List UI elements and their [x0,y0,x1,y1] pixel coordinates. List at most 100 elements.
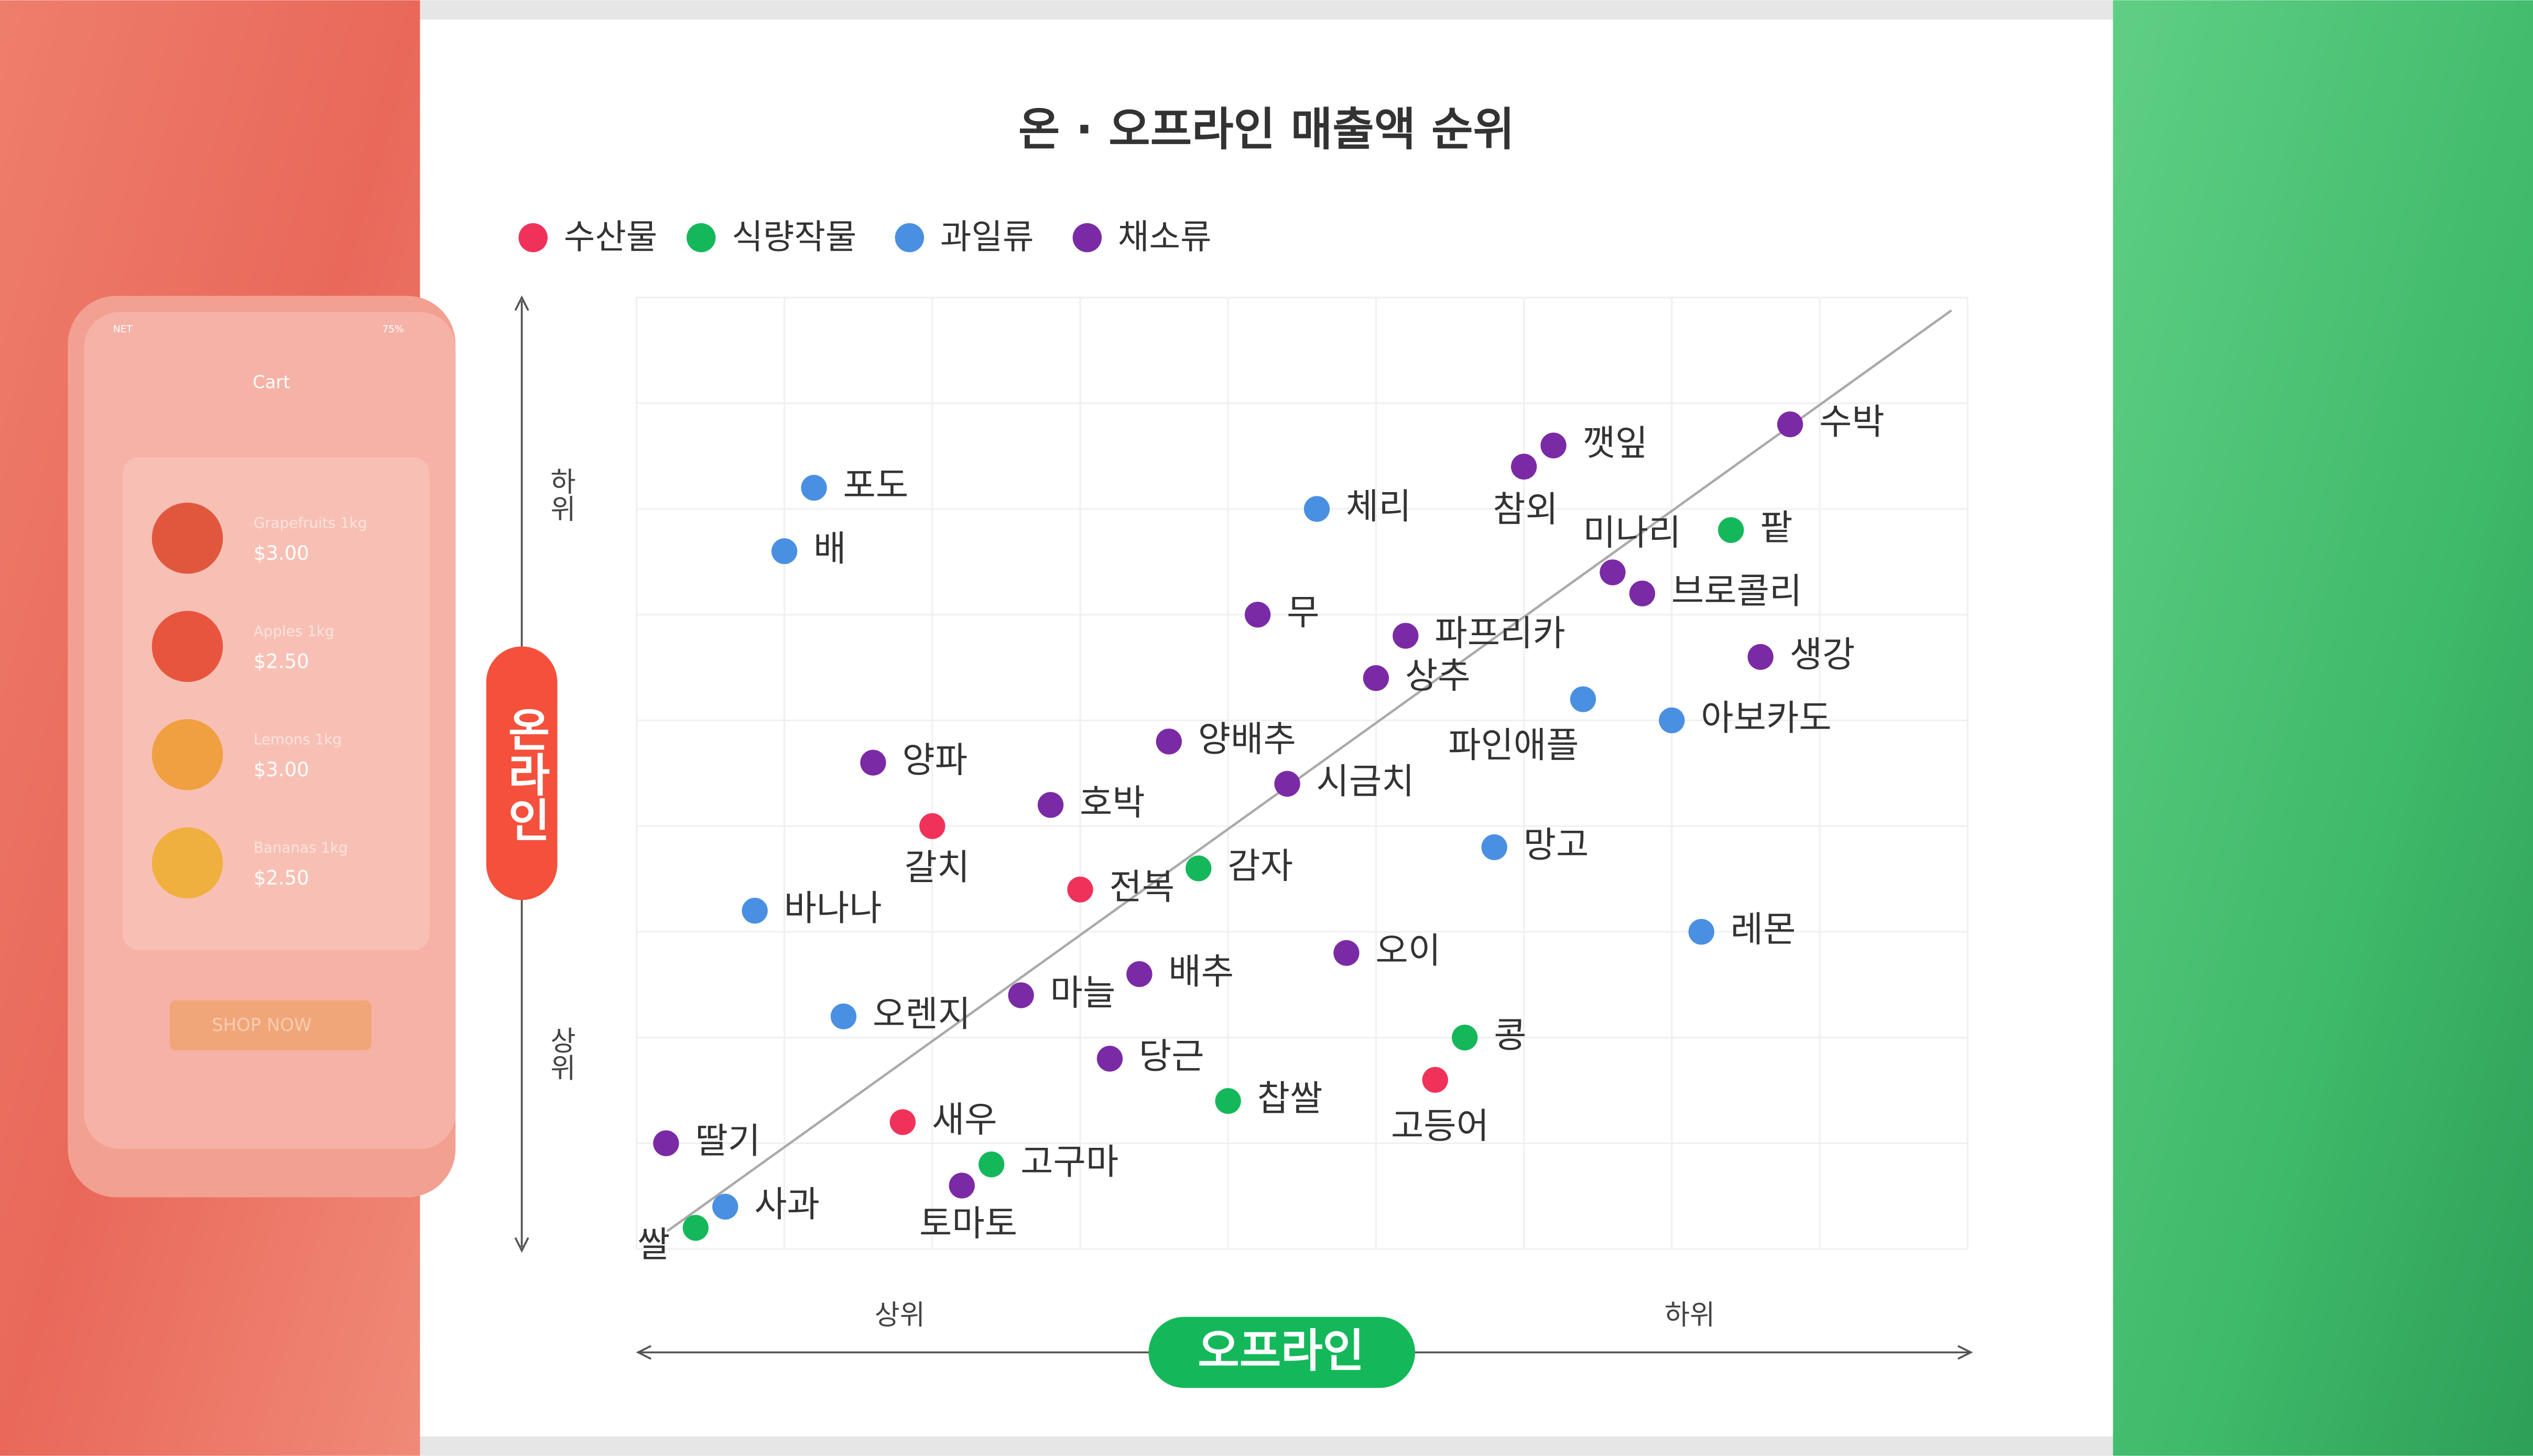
point-label: 감자 [1227,845,1293,886]
point [919,813,945,839]
point [1037,792,1064,818]
point-label: 찹쌀 [1257,1078,1323,1119]
legend-marker [1072,223,1102,253]
point [1452,1024,1478,1051]
point-label: 망고 [1524,824,1589,865]
y-end-label: 하위 [545,467,577,522]
point-label: 마늘 [1050,972,1116,1013]
point [801,475,827,501]
point [1274,770,1300,797]
product-name: Bananas 1kg [254,839,348,856]
x-label-pill [1148,1317,1416,1388]
point-label: 생강 [1790,634,1855,675]
point [1570,686,1596,712]
point-label: 딸기 [695,1120,760,1161]
point-label: 배 [813,528,846,569]
product-name: Grapefruits 1kg [254,514,367,531]
point-label: 당근 [1139,1035,1204,1077]
point [1688,919,1714,945]
point [1067,876,1093,903]
point-label: 체리 [1346,486,1411,527]
point [1008,982,1034,1008]
shop-button-label[interactable]: SHOP NOW [212,1015,311,1035]
point [1126,961,1153,987]
point [1777,411,1803,438]
legend-marker [518,223,548,253]
point [1156,729,1182,755]
point [949,1172,975,1199]
product-price: $3.00 [254,542,309,564]
point-label: 쌀 [637,1224,670,1265]
point [860,749,886,776]
point [1659,707,1685,734]
product-name: Apples 1kg [254,623,334,640]
point-label: 참외 [1493,488,1558,530]
point-label: 콩 [1494,1014,1526,1056]
point [1600,559,1626,585]
point-label: 바나나 [784,887,882,929]
x-end-label: 상위 [875,1299,925,1331]
point-label: 팥 [1760,507,1792,548]
point-label: 시금치 [1317,760,1415,802]
point-label: 호박 [1080,781,1145,823]
point-label: 새우 [932,1099,997,1140]
point-label: 배추 [1168,951,1234,992]
point-label: 오이 [1375,930,1441,971]
legend-marker [895,223,925,253]
product-image [151,503,223,574]
point-label: 레몬 [1731,908,1796,950]
y-end-label: 상위 [545,1026,577,1081]
point [1629,580,1656,607]
top-band [420,0,2113,20]
shop-button[interactable] [169,1000,372,1050]
chart-title: 온 · 오프라인 매출액 순위 [1018,104,1515,156]
point [1363,665,1389,691]
legend-label: 식량작물 [732,218,856,257]
point-label: 양파 [902,740,967,781]
x-end-label: 하위 [1665,1299,1715,1331]
point [1510,453,1537,480]
product-image [151,611,223,682]
point [1718,517,1744,544]
point [979,1151,1005,1178]
point-label: 갈치 [905,846,970,888]
point [830,1003,857,1029]
point [1096,1046,1123,1072]
cart-card [123,457,430,950]
right-panel [2113,0,2533,1456]
bottom-band [420,1436,2113,1456]
point-label: 무 [1287,591,1319,633]
point [1393,623,1419,649]
point-label: 미나리 [1583,512,1681,553]
point-label: 고구마 [1020,1141,1118,1182]
point [1186,855,1212,882]
point [742,897,768,924]
point-label: 깻잎 [1583,422,1648,464]
point-label: 파프리카 [1434,613,1566,654]
point-label: 파인애플 [1448,724,1579,766]
point-label: 포도 [843,464,909,506]
point [682,1215,709,1241]
phone-title: Cart [253,372,290,392]
point-label: 오렌지 [873,993,971,1035]
point [653,1130,679,1156]
product-image [151,719,223,790]
product-price: $2.50 [254,867,309,889]
point [1303,496,1330,522]
point-label: 브로콜리 [1671,570,1802,612]
legend-marker [686,223,716,253]
point-label: 고등어 [1391,1105,1489,1146]
point-label: 전복 [1109,866,1175,908]
product-image [151,827,223,899]
point [1215,1088,1241,1114]
battery: 75% [382,324,404,335]
point-label: 사과 [754,1183,820,1225]
point [1244,602,1271,628]
point-label: 토마토 [919,1203,1017,1244]
product-name: Lemons 1kg [254,731,342,748]
diagonal-line [666,309,1952,1233]
y-axis-label: 온라인 [498,706,551,842]
point [1481,834,1507,861]
x-arrow-heads [636,1345,1973,1360]
